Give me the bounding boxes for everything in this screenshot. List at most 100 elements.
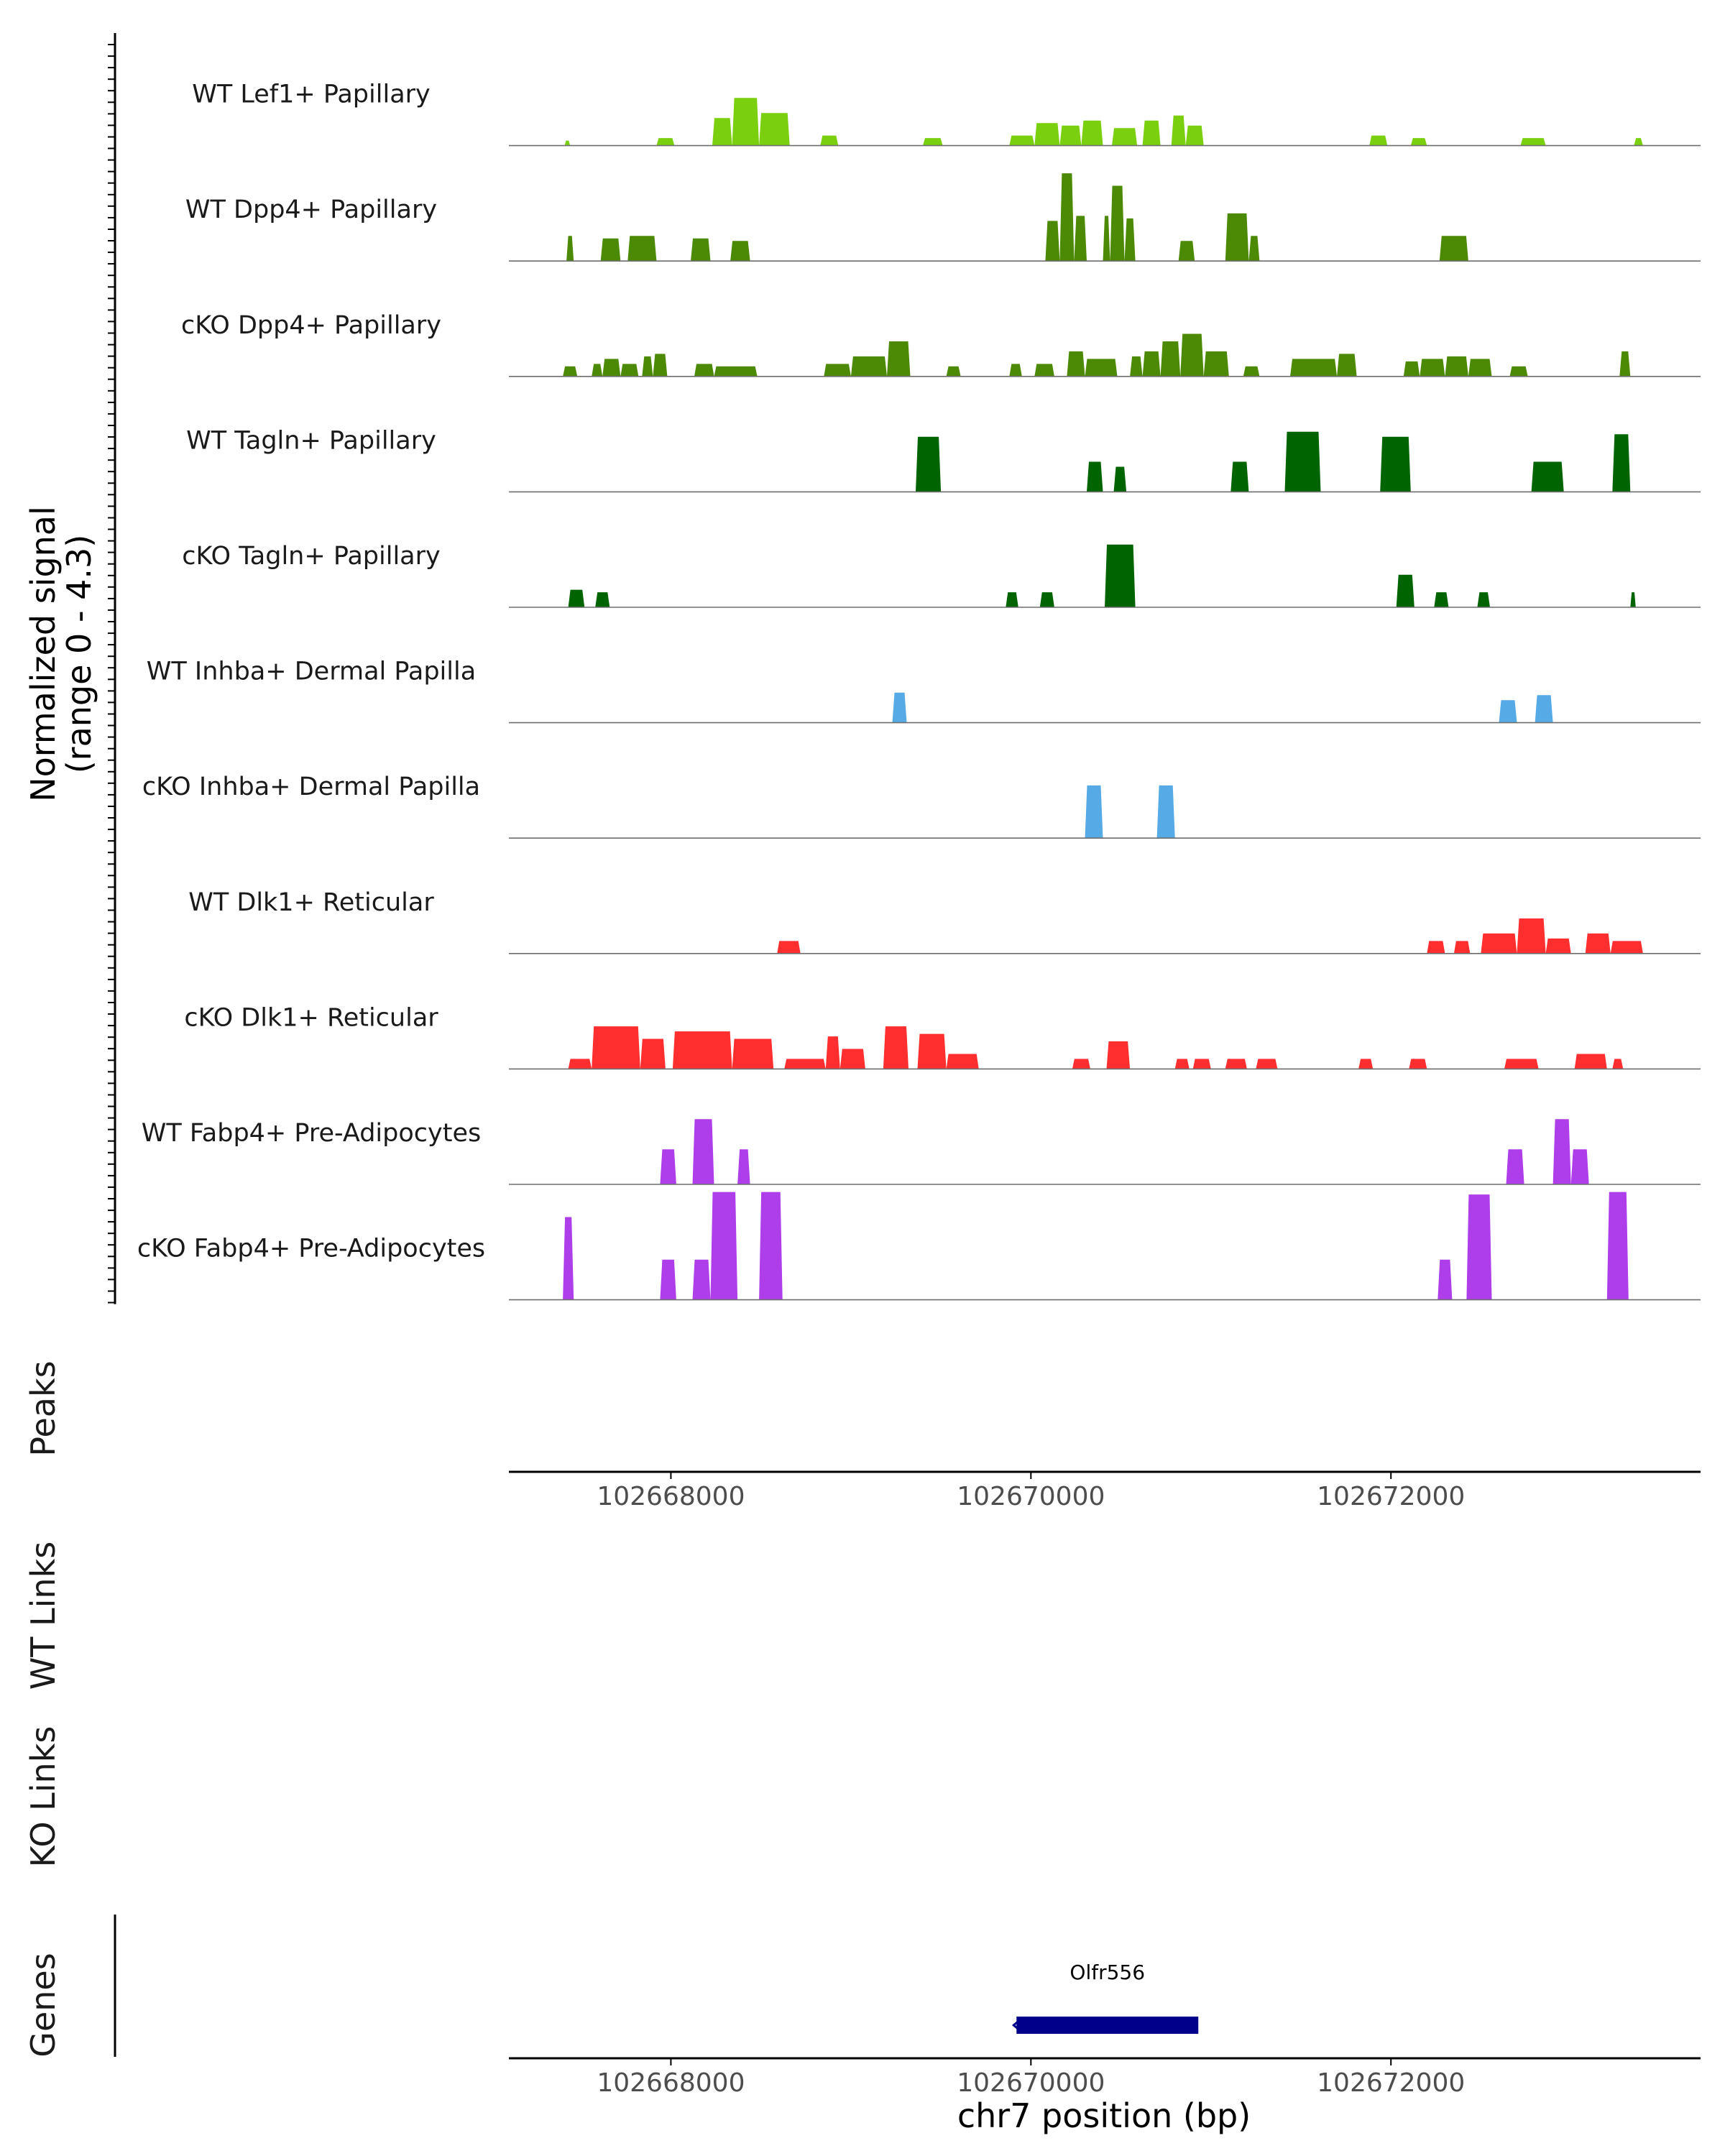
track-label: WT Dlk1+ Reticular <box>188 888 434 917</box>
coverage-peak <box>1009 135 1035 146</box>
coverage-peak <box>656 138 675 146</box>
signal-y-axis <box>108 33 116 1304</box>
coverage-peak <box>1612 1059 1624 1069</box>
coverage-peak <box>1552 1119 1571 1184</box>
coverage-peak <box>1427 941 1445 954</box>
coverage-peak <box>1420 359 1445 377</box>
coverage-peak <box>1499 700 1517 723</box>
coverage-peak <box>1142 120 1161 146</box>
coverage-peak <box>564 140 571 146</box>
coverage-peak <box>732 1038 774 1069</box>
coverage-peak <box>730 241 750 262</box>
coverage-peak <box>1110 185 1125 262</box>
track-label: WT Inhba+ Dermal Papilla <box>147 658 476 686</box>
coverage-peak <box>1112 128 1138 146</box>
coverage-peak <box>1124 218 1136 262</box>
peaks-x-axis: 102668000 102670000 102672000 <box>509 1470 1701 1511</box>
track-wt-fabp4-pre-adipocytes: WT Fabp4+ Pre-Adipocytes <box>142 1119 1701 1185</box>
coverage-peak <box>1160 341 1181 377</box>
genes-x-axis: 102668000 102670000 102672000 <box>509 2057 1701 2098</box>
coverage-peak <box>737 1149 750 1184</box>
coverage-peak <box>694 364 714 377</box>
coverage-peak <box>620 364 639 377</box>
gene-olfr556: Olfr556 <box>1011 1961 1199 2034</box>
coverage-peak <box>946 366 961 377</box>
coverage-peak <box>777 941 801 954</box>
y-axis-range-subtitle: (range 0 - 4.3) <box>60 535 98 774</box>
track-wt-lef1-papillary: WT Lef1+ Papillary <box>192 80 1701 147</box>
coverage-peak <box>1142 351 1161 377</box>
coverage-peak <box>568 1059 592 1069</box>
coverage-peak <box>1506 1149 1524 1184</box>
coverage-peak <box>1171 115 1186 146</box>
coverage-peak <box>600 238 621 262</box>
coverage-peak <box>1606 1192 1629 1300</box>
coverage-peak <box>1106 1041 1131 1069</box>
y-axis-title: Normalized signal <box>24 506 63 802</box>
coverage-peak <box>653 354 668 377</box>
coverage-peak <box>1409 1059 1427 1069</box>
coverage-peak <box>1243 366 1260 377</box>
coverage-peak <box>1067 351 1085 377</box>
coverage-peak <box>1517 918 1546 954</box>
coverage-peak <box>1081 120 1103 146</box>
coverage-peak <box>850 356 887 377</box>
x-tick-label: 102670000 <box>957 1482 1105 1511</box>
coverage-peak <box>1337 354 1357 377</box>
coverage-peak <box>1059 173 1075 262</box>
genes-panel-title: Genes <box>24 1953 63 2057</box>
gene-body <box>1016 2017 1199 2034</box>
coverage-peak <box>692 1119 714 1184</box>
coverage-peak <box>820 135 839 146</box>
coverage-peak <box>892 692 907 723</box>
coverage-peak <box>1225 213 1249 262</box>
coverage-peak <box>692 1259 711 1300</box>
coverage-peak <box>1006 592 1018 607</box>
x-tick-label: 102668000 <box>597 1482 745 1511</box>
coverage-peak <box>1256 1059 1278 1069</box>
coverage-peak <box>1203 351 1229 377</box>
track-label: cKO Inhba+ Dermal Papilla <box>142 773 480 801</box>
coverage-peak <box>568 589 585 607</box>
track-label: WT Fabp4+ Pre-Adipocytes <box>142 1119 481 1148</box>
track-cko-dpp4-papillary: cKO Dpp4+ Papillary <box>181 311 1701 377</box>
coverage-peak <box>1434 592 1449 607</box>
x-tick-label: 102668000 <box>597 2068 745 2098</box>
track-cko-inhba-dermal-papilla: cKO Inhba+ Dermal Papilla <box>142 773 1701 839</box>
coverage-tracks: WT Lef1+ Papillary WT Dpp4+ Papillary cKO … <box>137 80 1701 1301</box>
coverage-peak <box>1535 695 1553 723</box>
coverage-peak <box>1103 216 1110 262</box>
coverage-peak <box>1105 544 1136 607</box>
track-wt-tagln-papillary: WT Tagln+ Papillary <box>186 426 1701 493</box>
coverage-peak <box>1034 123 1060 146</box>
coverage-peak <box>1248 236 1260 262</box>
track-label: cKO Dlk1+ Reticular <box>184 1003 438 1032</box>
coverage-peak <box>627 236 657 262</box>
coverage-peak <box>563 1217 574 1300</box>
coverage-peak <box>1156 785 1175 839</box>
coverage-peak <box>1074 216 1087 262</box>
coverage-peak <box>1290 359 1338 377</box>
track-label: cKO Dpp4+ Papillary <box>181 311 441 340</box>
coverage-peak <box>1439 236 1468 262</box>
coverage-peak <box>1610 941 1643 954</box>
coverage-peak <box>592 364 603 377</box>
coverage-peak <box>566 236 574 262</box>
coverage-peak <box>1634 138 1643 146</box>
coverage-peak <box>1453 941 1471 954</box>
coverage-peak <box>595 592 610 607</box>
track-wt-dpp4-papillary: WT Dpp4+ Papillary <box>185 173 1701 262</box>
coverage-peak <box>732 98 760 146</box>
strand-arrow-icon <box>1011 2017 1024 2034</box>
coverage-peak <box>883 1026 908 1069</box>
coverage-peak <box>1612 434 1631 492</box>
coverage-peak <box>1192 1059 1211 1069</box>
ko-links-panel-title: KO Links <box>24 1726 63 1868</box>
coverage-peak <box>1585 933 1611 954</box>
wt-links-panel-title: WT Links <box>24 1542 63 1690</box>
coverage-peak <box>1380 436 1411 492</box>
coverage-peak <box>1531 461 1564 492</box>
coverage-peak <box>1087 461 1103 492</box>
track-label: WT Tagln+ Papillary <box>186 426 436 455</box>
